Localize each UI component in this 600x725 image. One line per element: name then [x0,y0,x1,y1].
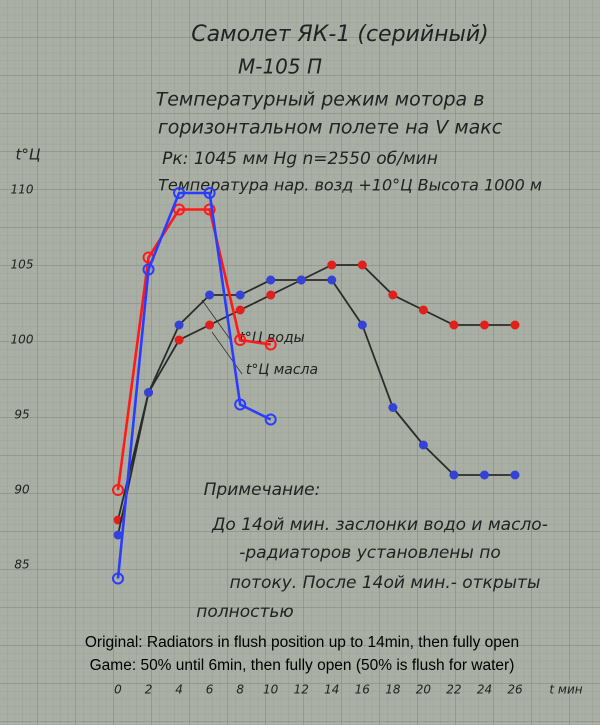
data-point [264,413,277,426]
data-point [203,187,216,199]
note-line: До 14ой мин. заслонки водо и масло- [211,515,548,535]
x-tick-label: 2 [145,683,153,697]
note-line: -радиаторов установлены по [239,543,501,563]
y-tick-label: 85 [14,558,29,572]
data-point [327,275,337,285]
note-title: Примечание: [204,480,321,500]
heading: горизонтальном полете на V макс [158,117,503,139]
data-point [234,398,247,411]
heading: Pк: 1045 мм Hg n=2550 об/мин [162,149,438,169]
note-line: полностью [196,602,293,622]
data-point [112,484,124,496]
data-point [173,203,186,216]
data-point [479,320,489,330]
caption: Original: Radiators in flush position up… [85,634,519,651]
y-tick-label: 100 [11,333,34,347]
data-point [203,203,216,216]
x-tick-label: 6 [206,683,214,697]
data-point [235,290,245,300]
series-line [117,279,515,536]
x-tick-label: 26 [507,683,523,697]
data-point [296,275,306,285]
annotation-leader [201,299,233,343]
data-point [479,470,489,480]
heading: Температура нар. возд +10°Ц Высота 1000 … [158,176,542,195]
x-tick-label: 8 [236,683,244,697]
series-label: t°Ц масла [246,362,318,378]
data-point [388,290,398,300]
x-tick-label: 20 [416,683,432,697]
data-point [449,320,459,330]
caption: Game: 50% until 6min, then fully open (5… [90,657,515,674]
data-point [234,334,247,346]
data-point [388,403,398,412]
x-tick-label: 10 [263,683,279,697]
y-tick-label: 110 [11,183,34,197]
data-point [510,470,520,480]
x-tick-label: 16 [355,683,371,697]
data-point [112,572,124,585]
y-tick-label: 90 [14,483,30,497]
y-axis-label: t°Ц [15,146,40,164]
y-tick-label: 105 [11,258,34,272]
x-tick-label: 14 [324,683,339,697]
data-point [235,305,245,315]
data-point [264,338,277,351]
chart-subtitle: М-105 П [238,55,322,79]
series-label: t°Ц воды [239,330,304,346]
data-point [205,290,215,300]
annotation-leader [211,331,243,375]
data-point [418,440,428,450]
data-point [144,388,154,397]
note-line: потоку. После 14ой мин.- открыты [230,573,541,593]
data-point [327,260,337,270]
x-axis-label: t мин [549,683,582,697]
data-point [205,320,215,330]
data-point [418,305,428,315]
heading: Температурный режим мотора в [156,89,485,111]
x-tick-label: 4 [175,683,183,697]
data-point [510,320,520,330]
data-point [357,260,367,270]
data-point [173,187,186,199]
data-point [449,470,459,480]
x-tick-label: 12 [294,683,309,697]
chart-title: Самолет ЯК-1 (серийный) [191,22,489,47]
data-point [142,263,155,276]
series-line [117,264,515,521]
x-tick-label: 0 [114,683,122,697]
data-point [357,320,367,330]
data-point [174,320,184,330]
x-tick-label: 22 [446,683,461,697]
x-tick-label: 18 [385,683,401,697]
data-point [266,275,276,285]
data-point [266,290,276,300]
x-tick-label: 24 [477,683,492,697]
y-tick-label: 95 [14,408,29,422]
data-point [174,335,184,345]
